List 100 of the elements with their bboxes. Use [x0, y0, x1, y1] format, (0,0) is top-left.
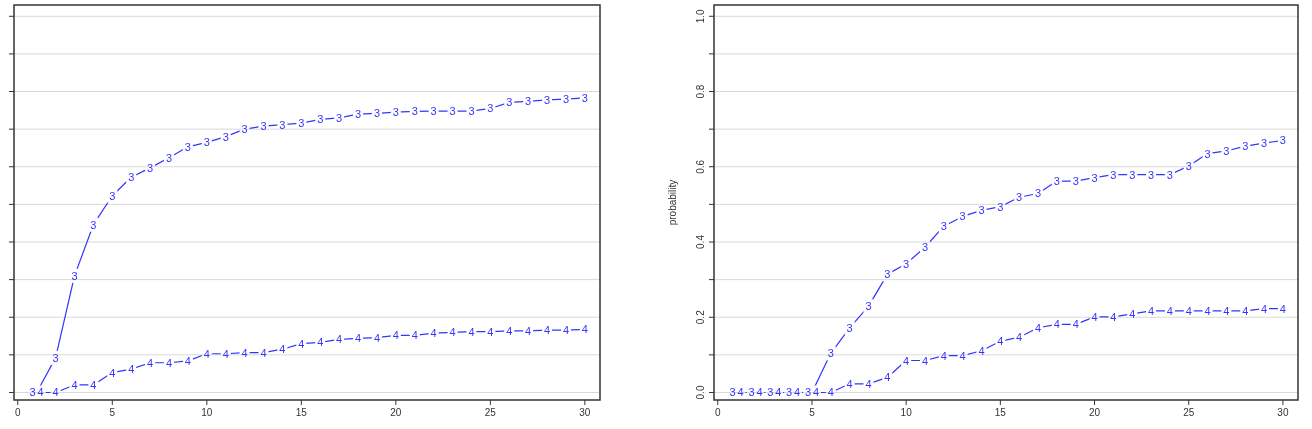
text: 4	[562, 324, 570, 337]
y-tick-label: 1.0	[695, 8, 706, 24]
y-tick-label: 0.6	[695, 159, 706, 174]
text: 3	[184, 140, 191, 153]
text: 3	[241, 123, 248, 136]
text: 4	[1091, 310, 1098, 323]
x-tick-label: 30	[579, 407, 591, 418]
x-tick-label: 10	[201, 407, 213, 418]
text: 4	[430, 327, 437, 340]
x-tick-label: 20	[390, 407, 402, 418]
text: 4	[812, 386, 820, 399]
text: 3	[1053, 175, 1060, 188]
text: 4	[756, 386, 763, 399]
text: 4	[279, 343, 286, 356]
text: 3	[29, 386, 36, 399]
text: 3	[865, 300, 872, 313]
text: 4	[354, 332, 362, 345]
text: 3	[581, 91, 588, 104]
text: 3	[506, 96, 513, 109]
text: 4	[794, 386, 801, 399]
text: 4	[921, 354, 929, 367]
text: 4	[1185, 304, 1192, 317]
text: 3	[525, 95, 532, 108]
text: 4	[298, 337, 305, 350]
text: 4	[52, 386, 59, 399]
text: 4	[978, 344, 985, 357]
text: 4	[884, 371, 891, 384]
text: 3	[468, 105, 475, 118]
text: 4	[1148, 304, 1155, 317]
text: 4	[449, 326, 456, 339]
text: 3	[279, 118, 286, 131]
text: 3	[317, 113, 324, 126]
x-tick-label: 5	[109, 407, 116, 418]
text: 3	[827, 347, 834, 360]
x-tick-label: 25	[1183, 407, 1195, 418]
text: 3	[449, 105, 456, 118]
x-tick-label: 0	[714, 407, 721, 418]
text: 4	[373, 331, 380, 344]
x-tick-label: 15	[295, 407, 308, 418]
text: 4	[90, 378, 97, 391]
text: 3	[1223, 144, 1230, 157]
text: 4	[222, 347, 229, 360]
text: 4	[525, 324, 532, 337]
text: 3	[298, 117, 305, 130]
text: 4	[71, 378, 78, 391]
text: 4	[1242, 304, 1249, 317]
text: 3	[1279, 134, 1286, 147]
text: 3	[1016, 191, 1023, 204]
text: 4	[468, 325, 475, 338]
text: 3	[1110, 168, 1117, 181]
text: 3	[544, 93, 551, 106]
x-tick-label: 0	[15, 407, 21, 418]
y-tick-label: 0.0	[695, 385, 706, 400]
text: 4	[1072, 318, 1079, 331]
text: 4	[1110, 310, 1117, 323]
text: 4	[1016, 331, 1023, 344]
text: 4	[1129, 307, 1136, 320]
text: 4	[1034, 321, 1042, 334]
text: 3	[147, 161, 154, 174]
x-tick-label: 20	[1088, 407, 1101, 418]
text: 3	[1166, 168, 1173, 181]
text: 3	[729, 386, 736, 399]
text: 4	[336, 333, 343, 346]
text: 3	[222, 130, 229, 143]
text: 3	[1204, 147, 1211, 160]
text: 4	[392, 329, 399, 342]
text: 3	[260, 120, 267, 133]
text: 4	[940, 349, 947, 362]
text: 4	[1279, 302, 1286, 315]
text: 4	[1223, 304, 1230, 317]
text: 3	[203, 136, 210, 149]
text: 3	[354, 108, 362, 121]
text: 3	[767, 386, 774, 399]
text: 4	[109, 366, 116, 379]
text: 4	[544, 324, 551, 337]
text: 4	[846, 377, 853, 390]
text: 4	[317, 336, 324, 349]
text: 4	[775, 386, 782, 399]
x-tick-label: 5	[809, 407, 816, 418]
text: 4	[487, 325, 494, 338]
text: 3	[921, 241, 929, 254]
text: 3	[336, 111, 343, 124]
text: 4	[865, 377, 872, 390]
text: 3	[430, 105, 437, 118]
text: 3	[1034, 187, 1042, 200]
text: 4	[903, 354, 910, 367]
text: 3	[978, 204, 985, 217]
text: 3	[786, 386, 793, 399]
text: 3	[1129, 168, 1136, 181]
series-label: 4	[37, 386, 44, 399]
text: 3	[165, 151, 173, 164]
text: 3	[1148, 168, 1155, 181]
text: 3	[884, 268, 891, 281]
text: 3	[997, 200, 1004, 213]
text: 4	[827, 386, 834, 399]
text: 4	[411, 329, 418, 342]
text: 3	[1091, 171, 1098, 184]
text: 3	[903, 257, 910, 270]
text: 3	[959, 210, 966, 223]
y-tick-label: 0.4	[695, 234, 706, 249]
